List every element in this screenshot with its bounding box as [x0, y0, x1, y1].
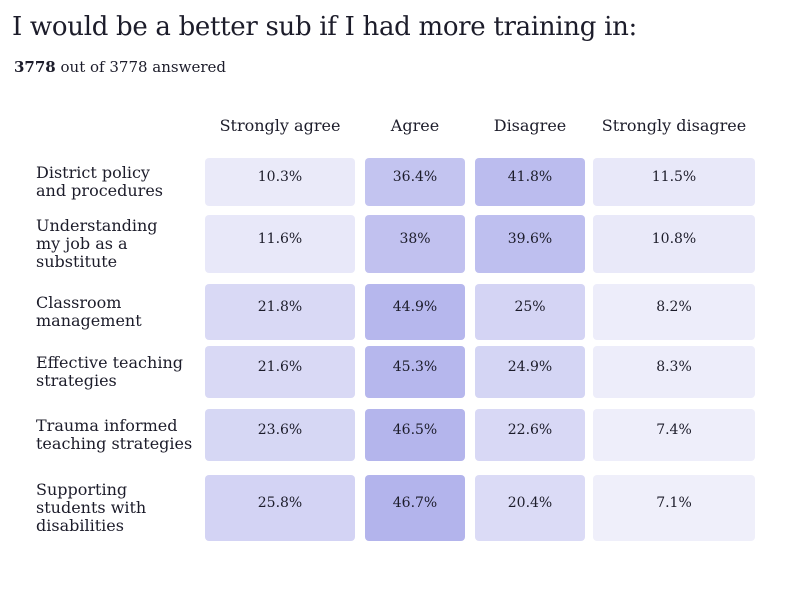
row-label: strategies: [36, 371, 117, 390]
cell-value: 10.3%: [258, 169, 302, 185]
row-label: Effective teaching: [36, 353, 183, 372]
heatmap-cell: [475, 284, 585, 340]
cell-value: 21.8%: [258, 299, 302, 315]
cell-value: 7.1%: [656, 495, 692, 511]
heatmap-cell: [205, 284, 355, 340]
row-label: Trauma informed: [36, 416, 177, 435]
cell-value: 44.9%: [393, 299, 437, 315]
row-label: disabilities: [36, 516, 124, 535]
row-label: Supporting: [36, 480, 127, 499]
heatmap-cell: [365, 158, 465, 206]
answered-count: 3778: [14, 58, 56, 76]
heatmap-cell: [365, 215, 465, 273]
cell-value: 21.6%: [258, 359, 302, 375]
cell-value: 22.6%: [508, 422, 552, 438]
cell-value: 46.7%: [393, 495, 437, 511]
cell-value: 11.5%: [652, 169, 696, 185]
heatmap-cell: [593, 346, 755, 398]
answered-suffix: out of 3778 answered: [60, 58, 226, 76]
heatmap-cell: [205, 158, 355, 206]
heatmap-cell: [593, 284, 755, 340]
heatmap-cell: [205, 346, 355, 398]
cell-value: 36.4%: [393, 169, 437, 185]
heatmap-cell: [475, 475, 585, 541]
row-label: Understanding: [36, 216, 158, 235]
row-label: Classroom: [36, 293, 121, 312]
heatmap-cell: [365, 475, 465, 541]
cell-value: 39.6%: [508, 231, 552, 247]
heatmap-cell: [205, 409, 355, 461]
cell-value: 11.6%: [258, 231, 302, 247]
cell-value: 45.3%: [393, 359, 437, 375]
column-header: Strongly disagree: [602, 116, 746, 135]
cell-value: 23.6%: [258, 422, 302, 438]
heatmap-cell: [365, 284, 465, 340]
column-header: Disagree: [494, 116, 567, 135]
cell-value: 20.4%: [508, 495, 552, 511]
heatmap-cell: [205, 475, 355, 541]
cell-value: 8.2%: [656, 299, 692, 315]
answered-summary: 3778 out of 3778 answered: [14, 58, 226, 76]
cell-value: 8.3%: [656, 359, 692, 375]
column-header: Agree: [390, 116, 439, 135]
heatmap-cell: [475, 158, 585, 206]
cell-value: 41.8%: [508, 169, 552, 185]
heatmap-cell: [475, 215, 585, 273]
row-label: teaching strategies: [36, 434, 192, 453]
cell-value: 7.4%: [656, 422, 692, 438]
heatmap-cell: [593, 409, 755, 461]
heatmap-cell: [593, 158, 755, 206]
heatmap-cell: [475, 346, 585, 398]
cell-value: 25%: [514, 299, 545, 315]
cell-value: 10.8%: [652, 231, 696, 247]
row-label: students with: [36, 498, 146, 517]
row-label: my job as a: [36, 234, 128, 253]
row-label: and procedures: [36, 181, 163, 200]
row-label: management: [36, 311, 142, 330]
cell-value: 24.9%: [508, 359, 552, 375]
cell-value: 46.5%: [393, 422, 437, 438]
heatmap-cell: [593, 475, 755, 541]
heatmap-cell: [365, 346, 465, 398]
heatmap-cell: [475, 409, 585, 461]
heatmap-cell: [365, 409, 465, 461]
cell-value: 38%: [399, 231, 430, 247]
cell-value: 25.8%: [258, 495, 302, 511]
heatmap-cell: [205, 215, 355, 273]
chart-title: I would be a better sub if I had more tr…: [12, 12, 637, 42]
row-label: substitute: [36, 252, 117, 271]
row-label: District policy: [36, 163, 150, 182]
heatmap-cell: [593, 215, 755, 273]
column-header: Strongly agree: [220, 116, 341, 135]
